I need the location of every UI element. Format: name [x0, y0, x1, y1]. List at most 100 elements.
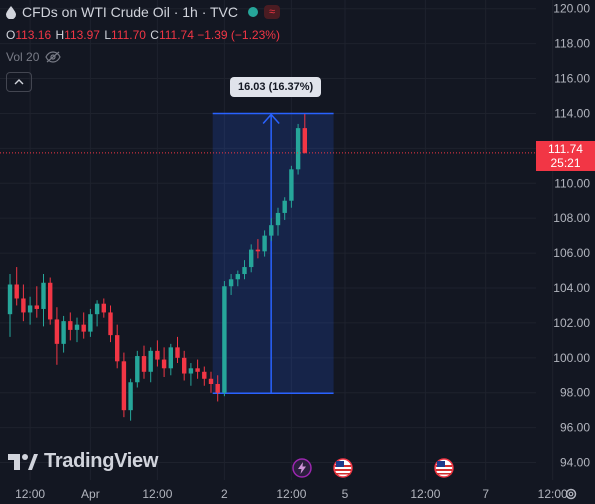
candle-body	[289, 169, 294, 201]
measure-range-box[interactable]	[212, 112, 334, 395]
measure-range-fill	[212, 113, 334, 394]
time-tick-label: 12:00	[15, 487, 45, 501]
candle-body	[269, 225, 274, 236]
candle-body	[295, 128, 301, 170]
candle-body	[74, 324, 80, 330]
bar-countdown: 25:21	[550, 156, 581, 170]
candle-body	[302, 128, 307, 153]
time-tick-label: 12:00	[410, 487, 440, 501]
market-status-dot[interactable]	[248, 7, 259, 17]
time-tick-label: 2	[221, 487, 228, 501]
candle-body	[228, 279, 234, 287]
candle-body	[249, 249, 254, 268]
candle-body	[27, 305, 33, 313]
time-tick-label: Apr	[81, 487, 100, 501]
candle-body	[242, 267, 247, 275]
candle-body	[135, 356, 140, 383]
candle-body	[195, 368, 200, 372]
high-value: 113.97	[64, 28, 100, 42]
eye-off-icon[interactable]	[45, 51, 62, 63]
wave-badge-icon[interactable]: ≈	[264, 5, 281, 19]
lightning-icon[interactable]	[292, 458, 312, 478]
candle-body	[48, 282, 53, 320]
low-value: 111.70	[111, 28, 146, 42]
price-tick-label: 114.00	[554, 106, 590, 120]
time-tick-label: 5	[342, 487, 349, 501]
candle-body	[215, 384, 220, 393]
candle-body	[14, 284, 19, 299]
gear-icon[interactable]	[564, 487, 578, 501]
price-tick-label: 116.00	[554, 72, 590, 86]
high-label: H	[55, 28, 65, 42]
last-price-tag: 111.74 25:21	[536, 141, 595, 171]
candle-body	[202, 371, 207, 379]
close-value: 111.74	[158, 28, 194, 42]
price-tick-label: 104.00	[553, 281, 590, 295]
price-tick-label: 100.00	[553, 351, 590, 365]
measure-arrow-head	[262, 113, 280, 124]
candle-body	[94, 303, 100, 315]
time-tick-label: 12:00	[142, 487, 172, 501]
candle-body	[7, 284, 13, 315]
candle-body	[275, 212, 281, 226]
price-tick-label: 110.00	[554, 176, 590, 190]
time-axis[interactable]: 12:00 Apr 12:00 2 12:00 5 12:00 7 12:00	[15, 487, 568, 501]
price-tick-label: 106.00	[553, 246, 590, 260]
low-label: L	[104, 28, 112, 42]
volume-indicator[interactable]: Vol 20	[6, 50, 62, 64]
ohlc-values: O113.16 H113.97 L111.70 C111.74 −1.39 (−…	[6, 28, 280, 42]
candle-body	[21, 298, 26, 313]
candle-body	[161, 359, 167, 369]
price-tick-label: 102.00	[553, 316, 590, 330]
candle-body	[121, 361, 127, 411]
candle-body	[54, 319, 60, 344]
candle-body	[182, 357, 187, 374]
close-label: C	[150, 28, 159, 42]
candle-body	[41, 282, 46, 309]
symbol-header[interactable]: CFDs on WTI Crude Oil · 1h · TVC ≈	[6, 4, 281, 20]
price-axis[interactable]: 120.00118.00116.00114.00112.00110.00108.…	[553, 2, 590, 470]
candle-body	[168, 347, 173, 369]
candle-body	[188, 368, 194, 374]
candle-body	[115, 335, 120, 362]
time-tick-label: 12:00	[276, 487, 306, 501]
candle-body	[222, 286, 227, 393]
drop-icon	[6, 5, 16, 19]
candle-body	[148, 350, 153, 372]
candle-body	[262, 235, 267, 252]
candle-body	[34, 305, 39, 309]
us-flag-icon[interactable]	[434, 458, 454, 478]
symbol-title[interactable]: CFDs on WTI Crude Oil · 1h · TVC	[22, 4, 239, 20]
measure-label: 16.03 (16.37%)	[230, 77, 322, 97]
change-value: −1.39 (−1.23%)	[197, 28, 280, 42]
price-tick-label: 120.00	[553, 2, 590, 16]
chevron-up-icon	[14, 79, 24, 85]
candle-body	[235, 274, 240, 280]
candle-body	[68, 321, 73, 330]
candle-body	[155, 350, 160, 360]
price-tick-label: 96.00	[560, 421, 590, 435]
candle-body	[141, 356, 147, 372]
candle-body	[101, 303, 106, 313]
candle-body	[208, 378, 214, 384]
time-tick-label: 12:00	[538, 487, 568, 501]
open-label: O	[6, 28, 16, 42]
tradingview-logo[interactable]: TradingView	[8, 450, 158, 473]
time-tick-label: 7	[482, 487, 489, 501]
candle-body	[61, 321, 66, 344]
candle-body	[282, 200, 287, 213]
price-tick-label: 94.00	[560, 456, 590, 470]
candle-body	[88, 314, 93, 332]
volume-label: Vol 20	[6, 50, 40, 64]
candlestick-series[interactable]	[7, 113, 307, 421]
collapse-legend-button[interactable]	[6, 72, 32, 92]
us-flag-icon[interactable]	[333, 458, 353, 478]
candle-body	[81, 324, 86, 332]
price-tick-label: 118.00	[554, 37, 590, 51]
candle-body	[128, 382, 133, 411]
open-value: 113.16	[15, 28, 52, 42]
last-price-value: 111.74	[548, 142, 583, 156]
tradingview-logo-icon	[8, 453, 38, 470]
price-tick-label: 108.00	[553, 211, 590, 225]
